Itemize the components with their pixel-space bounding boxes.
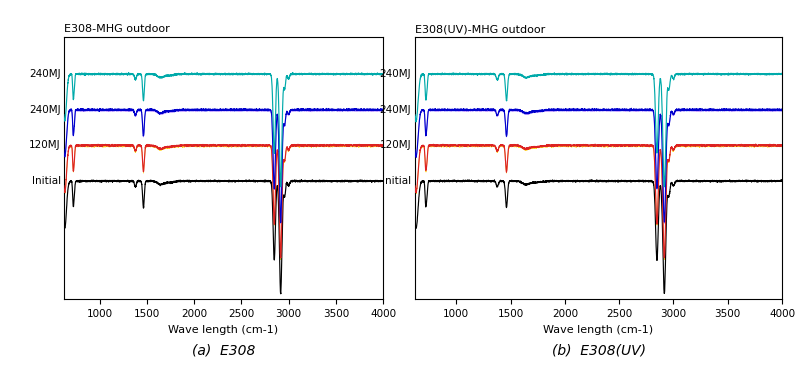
- Text: 120MJ: 120MJ: [29, 141, 61, 150]
- Text: (b)  E308(UV): (b) E308(UV): [551, 343, 646, 357]
- Text: 240MJ: 240MJ: [380, 69, 411, 79]
- X-axis label: Wave length (cm-1): Wave length (cm-1): [543, 324, 654, 335]
- Text: 240MJ: 240MJ: [29, 105, 61, 115]
- Text: E308-MHG outdoor: E308-MHG outdoor: [64, 24, 170, 34]
- Text: E308(UV)-MHG outdoor: E308(UV)-MHG outdoor: [415, 24, 545, 34]
- Text: 240MJ: 240MJ: [29, 69, 61, 79]
- Text: Initial: Initial: [382, 176, 411, 186]
- Text: (a)  E308: (a) E308: [192, 343, 255, 357]
- Text: 120MJ: 120MJ: [380, 141, 411, 150]
- Text: Initial: Initial: [32, 176, 61, 186]
- Text: 240MJ: 240MJ: [380, 105, 411, 115]
- X-axis label: Wave length (cm-1): Wave length (cm-1): [168, 324, 279, 335]
